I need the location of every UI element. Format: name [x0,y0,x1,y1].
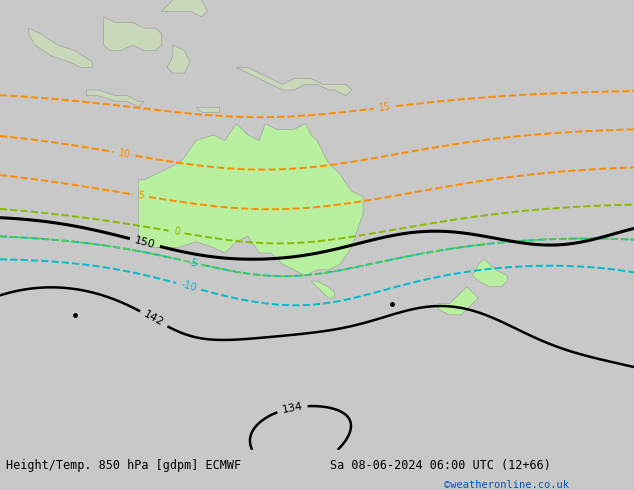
Polygon shape [438,287,479,315]
Text: -5: -5 [187,257,198,269]
Polygon shape [236,68,352,96]
Polygon shape [29,28,92,68]
Polygon shape [196,107,219,113]
Polygon shape [138,123,363,275]
Text: 134: 134 [281,401,304,415]
Polygon shape [86,90,144,107]
Text: 5: 5 [137,190,145,201]
Polygon shape [104,17,162,50]
Polygon shape [311,281,334,298]
Polygon shape [167,45,190,73]
Text: Sa 08-06-2024 06:00 UTC (12+66): Sa 08-06-2024 06:00 UTC (12+66) [330,459,550,471]
Text: 0: 0 [172,226,181,238]
Text: 10: 10 [118,148,131,160]
Polygon shape [162,0,207,17]
Text: 142: 142 [142,309,165,328]
Text: 150: 150 [133,235,156,250]
Text: Height/Temp. 850 hPa [gdpm] ECMWF: Height/Temp. 850 hPa [gdpm] ECMWF [6,459,242,471]
Text: 15: 15 [378,102,392,113]
Text: ©weatheronline.co.uk: ©weatheronline.co.uk [444,480,569,490]
Text: -10: -10 [180,279,198,293]
Polygon shape [472,259,507,287]
